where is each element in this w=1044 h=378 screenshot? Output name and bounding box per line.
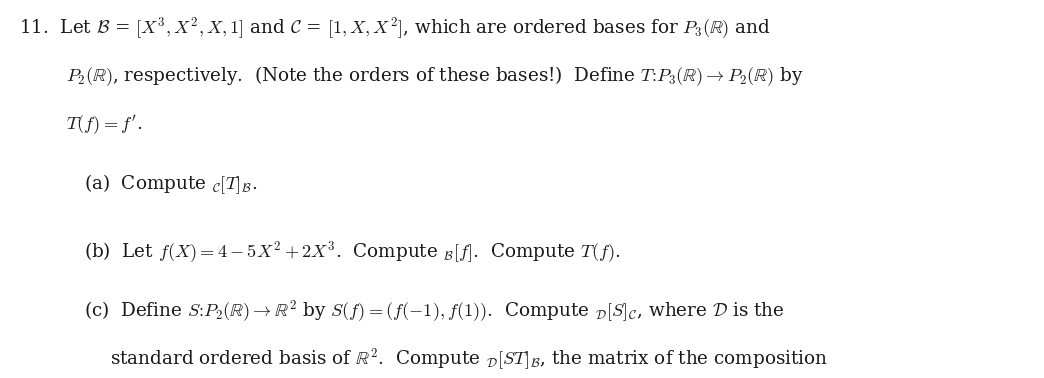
Text: standard ordered basis of $\mathbb{R}^2$.  Compute $_{\mathcal{D}}[ST]_{\mathcal: standard ordered basis of $\mathbb{R}^2$… <box>110 347 828 372</box>
Text: 11.  Let $\mathcal{B}$ = $[X^3, X^2, X, 1]$ and $\mathcal{C}$ = $[1, X, X^2]$, w: 11. Let $\mathcal{B}$ = $[X^3, X^2, X, 1… <box>19 16 770 41</box>
Text: (c)  Define $S\colon P_2(\mathbb{R}) \to \mathbb{R}^2$ by $S(f) = (f(-1), f(1))$: (c) Define $S\colon P_2(\mathbb{R}) \to … <box>84 299 784 324</box>
Text: $P_2(\mathbb{R})$, respectively.  (Note the orders of these bases!)  Define $T\c: $P_2(\mathbb{R})$, respectively. (Note t… <box>66 64 803 88</box>
Text: (a)  Compute $_{\mathcal{C}}[T]_{\mathcal{B}}$.: (a) Compute $_{\mathcal{C}}[T]_{\mathcal… <box>84 173 257 197</box>
Text: (b)  Let $f(X) = 4 - 5X^2 + 2X^3$.  Compute $_{\mathcal{B}}[f]$.  Compute $T(f)$: (b) Let $f(X) = 4 - 5X^2 + 2X^3$. Comput… <box>84 240 620 265</box>
Text: $T(f) = f'$.: $T(f) = f'$. <box>66 113 142 137</box>
